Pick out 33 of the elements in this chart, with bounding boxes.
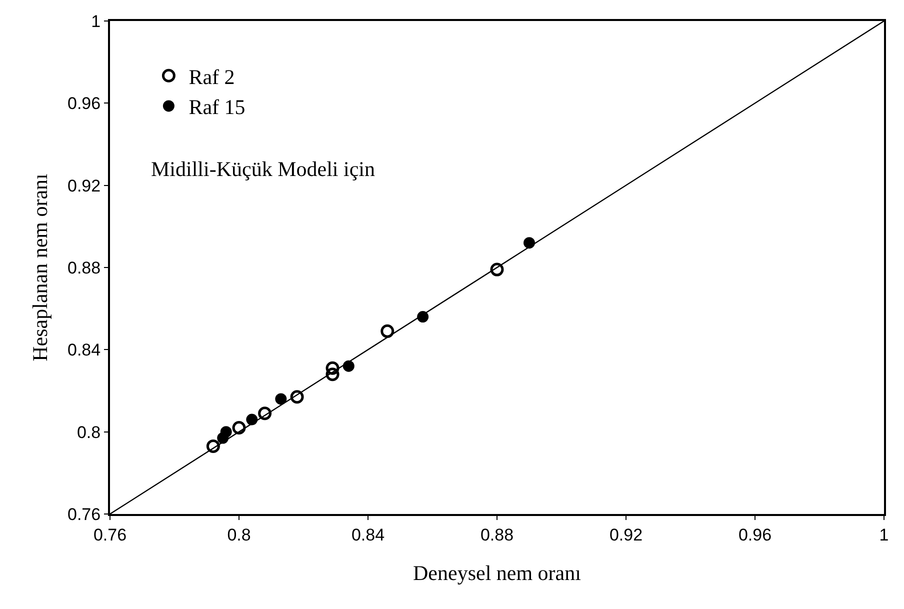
point xyxy=(380,324,394,338)
point xyxy=(258,406,272,420)
point xyxy=(524,237,535,249)
point xyxy=(290,390,304,404)
point xyxy=(220,426,232,438)
y-tick-label: 0.92 xyxy=(68,176,101,196)
y-axis-title: Hesaplanan nem oranı xyxy=(28,173,52,362)
point xyxy=(326,361,340,375)
point xyxy=(275,393,287,405)
y-tick-label: 0.88 xyxy=(68,258,101,278)
x-tick-label: 0.88 xyxy=(480,525,514,544)
annotation: Midilli-Küçük Modeli için xyxy=(151,157,376,181)
x-tick-label: 0.76 xyxy=(93,525,127,544)
x-axis-title: Deneysel nem oranı xyxy=(413,561,582,586)
legend-label: Raf 15 xyxy=(188,95,246,120)
point xyxy=(206,439,220,453)
x-tick-label: 0.92 xyxy=(609,525,643,544)
point xyxy=(246,414,258,426)
point xyxy=(342,360,354,372)
y-tick-label: 0.96 xyxy=(68,94,101,114)
y-tick-label: 0.8 xyxy=(76,422,101,442)
point xyxy=(232,420,246,434)
point xyxy=(326,368,340,382)
x-tick-label: 0.96 xyxy=(738,525,772,544)
x-tick-label: 0.8 xyxy=(227,525,251,544)
point xyxy=(417,311,429,323)
legend-label: Raf 2 xyxy=(188,64,235,89)
y-tick-label: 1 xyxy=(91,12,101,31)
x-tick-label: 1 xyxy=(879,525,889,544)
x-tick-label: 0.84 xyxy=(351,525,385,544)
y-tick-label: 0.76 xyxy=(68,504,101,524)
point xyxy=(490,262,504,276)
y-tick-label: 0.84 xyxy=(68,340,101,360)
